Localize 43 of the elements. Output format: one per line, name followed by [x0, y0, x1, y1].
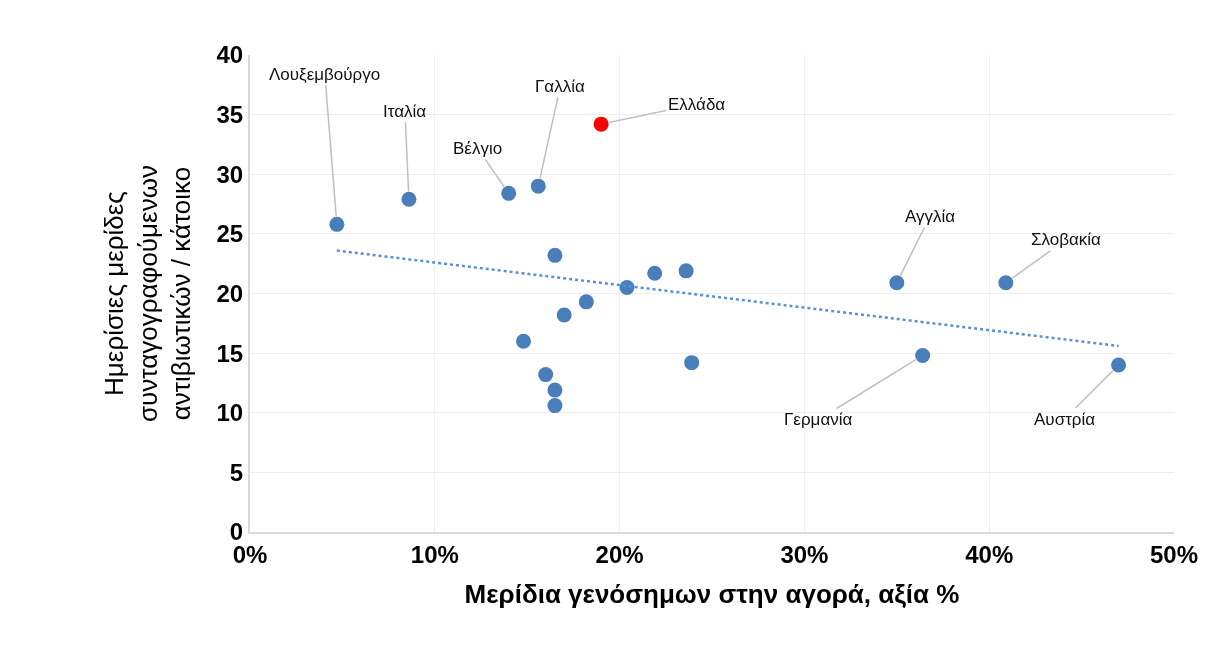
- y-tick-label: 25: [216, 220, 244, 248]
- annotation: Γαλλία: [535, 77, 585, 96]
- point: [647, 265, 663, 281]
- x-axis-title: Μερίδια γενόσημων στην αγορά, αξία %: [464, 579, 960, 609]
- y-tick-label: 30: [216, 160, 244, 188]
- annotation: Αγγλία: [905, 207, 956, 226]
- point: [547, 398, 563, 414]
- point: [998, 275, 1014, 291]
- point: [401, 191, 417, 207]
- annotation: Γερμανία: [784, 410, 853, 429]
- point: [915, 348, 931, 363]
- y-tick-label: 20: [216, 279, 244, 307]
- x-tick-label: 30%: [780, 540, 829, 568]
- point: [889, 275, 905, 291]
- point: [538, 367, 554, 383]
- point: [547, 247, 563, 263]
- point: [684, 355, 700, 371]
- annotation: Βέλγιο: [453, 139, 503, 158]
- point: [530, 178, 546, 194]
- point: [501, 185, 517, 201]
- point: [1111, 357, 1127, 373]
- y-tick-label: 10: [216, 399, 244, 427]
- point: [578, 294, 594, 310]
- y-axis-title: Ημερίσιες μερίδες συνταγογραφούμενων αντιβιωτικών / κάτοικο: [98, 165, 197, 422]
- point: [556, 307, 572, 323]
- y-tick-label: 15: [216, 339, 244, 367]
- point: [547, 382, 563, 398]
- annotation: Σλοβακία: [1031, 230, 1102, 249]
- annotation: Ελλάδα: [668, 95, 726, 114]
- annotation: Αυστρία: [1034, 410, 1096, 429]
- x-tick-label: 10%: [410, 540, 459, 568]
- point: [593, 116, 609, 132]
- x-tick-label: 40%: [965, 540, 1014, 568]
- x-tick-label: 20%: [595, 540, 644, 568]
- annotation: Λουξεμβούργο: [269, 65, 381, 84]
- point: [329, 216, 345, 232]
- y-tick-label: 40: [216, 41, 244, 69]
- y-tick-label: 5: [229, 458, 244, 486]
- annotation: Ιταλία: [383, 102, 427, 121]
- point: [678, 263, 694, 279]
- point: [516, 333, 531, 349]
- x-tick-label: 50%: [1149, 540, 1199, 568]
- y-tick-label: 35: [216, 101, 244, 129]
